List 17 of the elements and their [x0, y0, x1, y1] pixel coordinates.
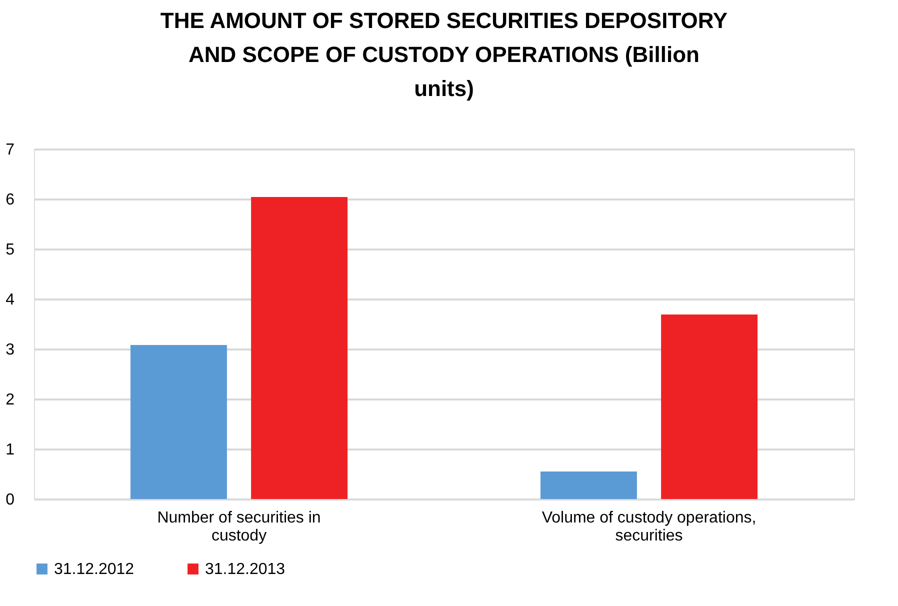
y-tick-label: 3 — [6, 342, 15, 358]
x-tick-label: Volume of custody operations, securities — [542, 510, 756, 544]
y-tick-label: 7 — [6, 142, 15, 158]
bar — [251, 197, 348, 499]
y-tick-label: 6 — [6, 192, 15, 208]
y-tick-label: 4 — [6, 292, 15, 308]
y-tick-label: 1 — [6, 442, 15, 458]
y-tick-label: 0 — [6, 492, 15, 508]
bar — [130, 345, 227, 499]
x-tick-label: Number of securities in custody — [157, 510, 321, 544]
y-tick-label: 5 — [6, 242, 15, 258]
legend-label: 31.12.2013 — [205, 561, 286, 578]
legend-label: 31.12.2012 — [54, 561, 134, 578]
bar — [661, 314, 758, 499]
y-tick-label: 2 — [6, 392, 15, 408]
chart-title: THE AMOUNT OF STORED SECURITIES DEPOSITORY AND SCOPE OF CUSTODY OPERATIONS (Billion units) — [160, 8, 728, 101]
bar — [540, 472, 637, 499]
